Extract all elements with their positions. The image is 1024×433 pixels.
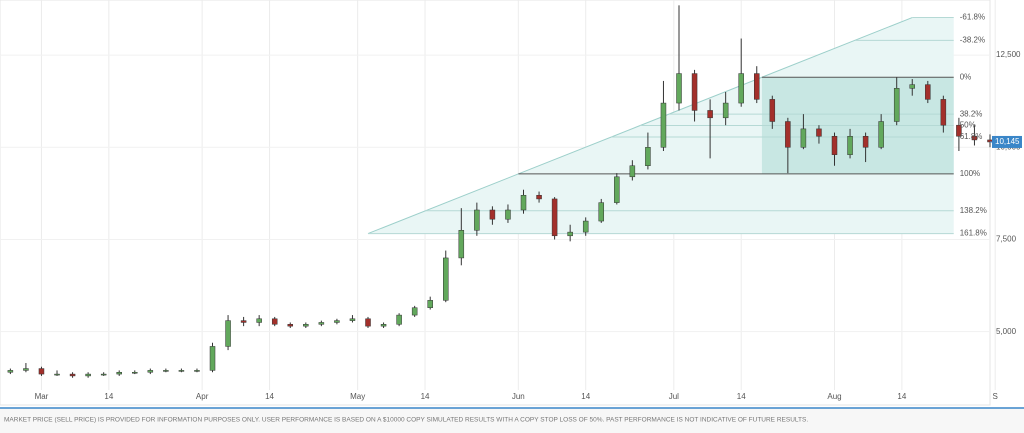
fib-label: 161.8% — [960, 229, 987, 238]
candle-body — [785, 121, 791, 148]
x-tick-label: 14 — [265, 392, 274, 401]
current-price-badge — [992, 135, 1022, 148]
candle-body — [209, 346, 216, 371]
candle-body — [769, 99, 776, 122]
candle-body — [225, 320, 231, 347]
candle-body — [645, 147, 651, 166]
candle-body — [54, 373, 60, 376]
candle-body — [194, 370, 200, 372]
candle-body — [847, 135, 853, 155]
candle-body — [240, 320, 247, 323]
x-tick-label: 14 — [897, 392, 906, 401]
candle-body — [956, 124, 962, 137]
candle-body — [147, 370, 154, 373]
x-tick-label: S — [993, 392, 998, 401]
footer — [0, 408, 1024, 433]
candle-body — [831, 135, 838, 155]
candle-body — [23, 368, 29, 371]
candle-body — [365, 318, 371, 327]
candle-body — [520, 194, 527, 211]
candle-body — [178, 370, 185, 372]
candle-body — [396, 314, 402, 325]
fib-label: 50% — [960, 121, 976, 130]
x-tick-label: 14 — [737, 392, 746, 401]
candle-body — [909, 84, 916, 89]
fib-label: -61.8% — [960, 13, 985, 22]
x-tick-label: Mar — [35, 392, 49, 401]
candle-body — [256, 318, 262, 323]
x-tick-label: 14 — [104, 392, 113, 401]
candle-body — [816, 128, 822, 137]
fib-label: 38.2% — [960, 109, 983, 118]
candle-body — [738, 73, 744, 104]
fib-label: -38.2% — [960, 35, 985, 44]
fib-label: 138.2% — [960, 206, 987, 215]
candle-body — [349, 318, 356, 321]
x-tick-label: 14 — [581, 392, 590, 401]
candle-body — [598, 202, 605, 222]
candle-body — [536, 194, 542, 200]
candle-body — [334, 320, 340, 323]
candle-body — [116, 371, 122, 375]
candle-body — [800, 128, 807, 148]
candle-body — [971, 135, 978, 141]
x-tick-label: Apr — [196, 392, 209, 401]
candle-body — [707, 110, 713, 119]
candle-body — [85, 373, 91, 377]
candle-body — [318, 322, 325, 325]
candle-body — [7, 370, 14, 373]
candle-body — [893, 88, 900, 122]
candle-body — [69, 373, 76, 377]
fib-label: 0% — [960, 72, 972, 81]
candle-body — [582, 220, 589, 233]
candle-body — [380, 324, 387, 327]
footnote: MARKET PRICE (SELL PRICE) IS PROVIDED FO… — [4, 417, 808, 424]
candle-body — [443, 257, 449, 301]
candle-body — [505, 209, 511, 220]
candle-body — [567, 231, 573, 237]
candle-body — [271, 318, 278, 325]
candle-body — [411, 307, 418, 316]
candle-body — [427, 300, 433, 308]
candle-body — [940, 99, 947, 126]
candle-body — [474, 209, 480, 231]
x-tick-label: Jul — [669, 392, 679, 401]
x-tick-label: Jun — [512, 392, 525, 401]
candle-body — [925, 84, 931, 100]
candle-body — [163, 370, 169, 372]
candle-body — [660, 102, 667, 148]
candle-body — [691, 73, 698, 111]
candle-body — [754, 73, 760, 100]
candle-body — [614, 176, 620, 203]
candle-body — [629, 165, 636, 178]
candle-body — [100, 373, 107, 376]
x-tick-label: 14 — [421, 392, 430, 401]
fib-diagonal — [367, 17, 913, 235]
fib-label: 100% — [960, 169, 980, 178]
candle-body — [551, 198, 558, 237]
fib-label: 61.8% — [960, 132, 983, 141]
current-price-label: 10,145 — [995, 137, 1020, 146]
candle-body — [458, 230, 465, 259]
x-tick-label: Aug — [827, 392, 841, 401]
y-tick-label: 5,000 — [996, 327, 1017, 336]
candle-body — [38, 368, 45, 375]
x-tick-label: May — [350, 392, 365, 401]
candle-body — [676, 73, 682, 104]
candle-body — [862, 135, 869, 148]
candle-body — [132, 371, 138, 374]
candle-body — [287, 324, 294, 327]
y-tick-label: 7,500 — [996, 235, 1017, 244]
candle-body — [489, 209, 496, 220]
candle-body — [303, 324, 309, 327]
y-tick-label: 12,500 — [996, 50, 1021, 59]
candle-body — [722, 102, 729, 119]
candle-body — [878, 121, 884, 148]
